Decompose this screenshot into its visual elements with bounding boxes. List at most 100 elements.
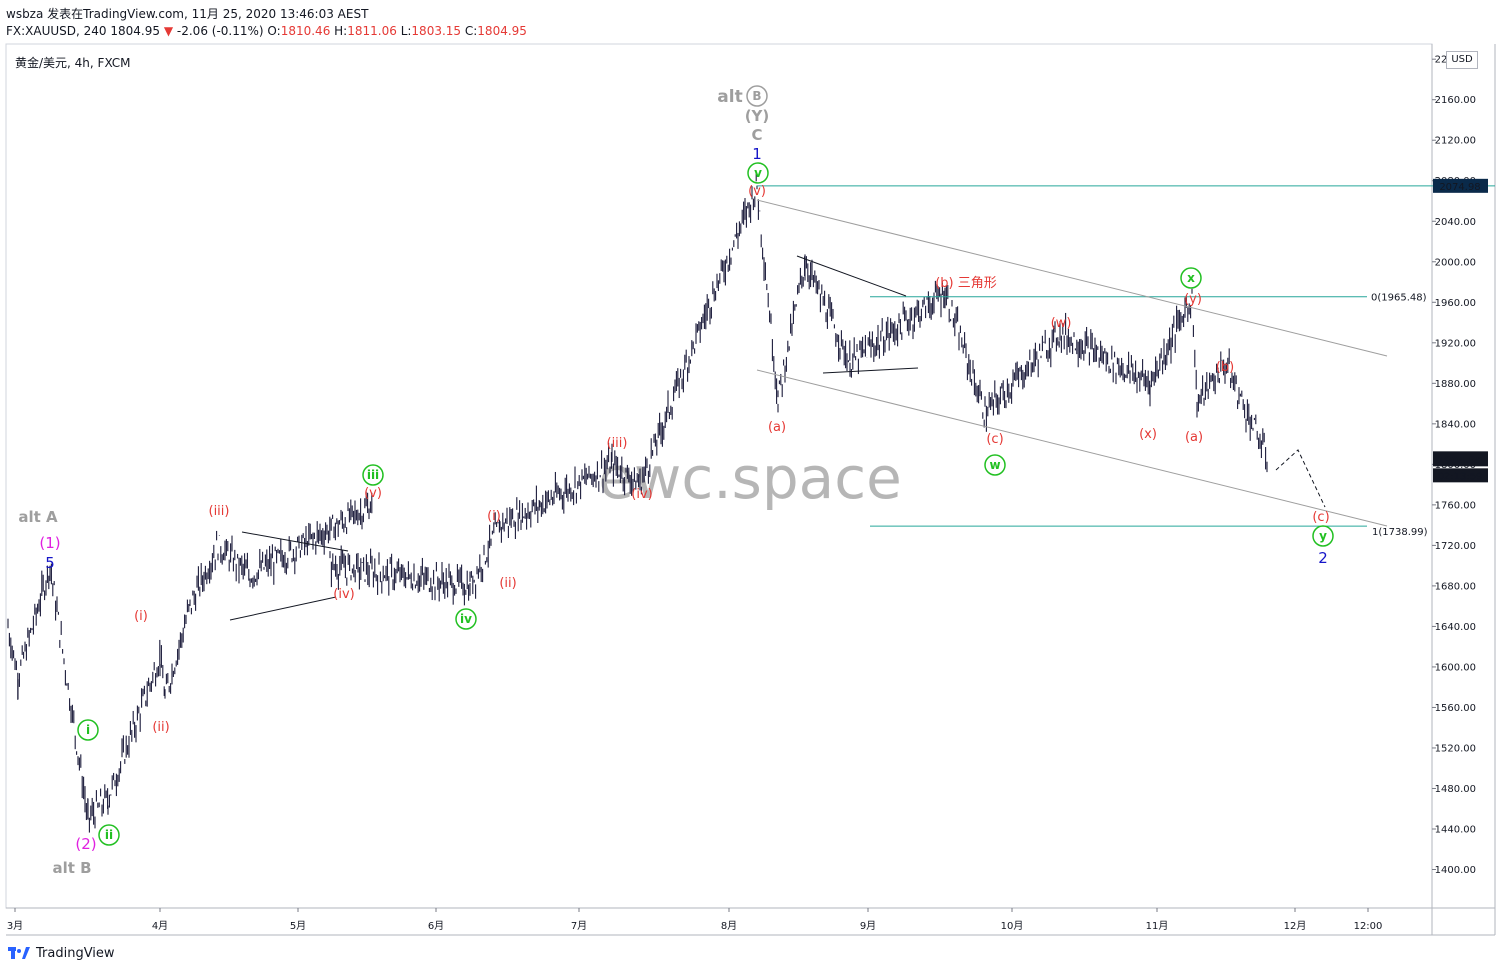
wave-label-circle	[746, 85, 768, 107]
down-arrow-icon: ▼	[163, 24, 174, 38]
wave-label-circle	[98, 824, 120, 846]
y-tick-label: 1920.00	[1435, 338, 1476, 349]
change-value: -2.06 (-0.11%)	[176, 24, 264, 38]
wave-label-circle	[77, 719, 99, 741]
y-tick-label: 1840.00	[1435, 419, 1476, 430]
header-line-2: FX:XAUUSD, 240 1804.95 ▼ -2.06 (-0.11%) …	[6, 24, 527, 38]
low-label: L:	[400, 24, 412, 38]
triangle-line	[241, 531, 349, 552]
wave-label: i	[86, 723, 90, 737]
y-tick-label: 1560.00	[1435, 703, 1476, 714]
wave-label-circle	[984, 454, 1006, 476]
channel-lower	[756, 369, 1388, 527]
close-value: 1804.95	[477, 24, 527, 38]
open-label: O:	[267, 24, 281, 38]
footer-brand[interactable]: TradingView	[8, 946, 115, 961]
fib-0-label: 0(1965.48)	[1371, 293, 1427, 304]
x-tick-label: 11月	[1146, 920, 1169, 932]
wave-label: (y)	[1184, 292, 1202, 307]
high-value: 1811.06	[347, 24, 397, 38]
wave-label-circle	[362, 464, 384, 486]
x-tick-label: 9月	[860, 920, 876, 932]
wave-label: (x)	[1139, 427, 1157, 442]
symbol-info: FX:XAUUSD, 240	[6, 24, 107, 38]
x-tick-label: 3月	[7, 920, 23, 932]
channel-upper	[756, 199, 1388, 357]
wave-label: (b) 三角形	[935, 276, 997, 291]
wave-label: ii	[105, 828, 113, 842]
y-tick-label: 1600.00	[1435, 662, 1476, 673]
projection-path	[1275, 449, 1326, 508]
y-tick-label: 1960.00	[1435, 298, 1476, 309]
y-tick-label: 2120.00	[1435, 136, 1476, 147]
wave-label: (w)	[1051, 316, 1072, 331]
triangle-line	[796, 255, 907, 297]
level-tag-2074-bg	[1433, 178, 1488, 193]
wave-label: (Y)	[745, 107, 770, 125]
publish-info: wsbza 发表在TradingView.com, 11月 25, 2020 1…	[6, 7, 369, 21]
y-tick-label: 1880.00	[1435, 379, 1476, 390]
wave-label: (ii)	[499, 576, 516, 591]
wave-label-circle	[747, 162, 769, 184]
y-tick-label: 2160.00	[1435, 95, 1476, 106]
x-tick-label: 7月	[571, 920, 587, 932]
wave-label: alt A	[18, 508, 58, 526]
y-tick-label: 1640.00	[1435, 622, 1476, 633]
wave-label: v	[754, 166, 762, 180]
wave-label: (iv)	[631, 487, 652, 502]
countdown-tag-bg	[1433, 468, 1488, 483]
wave-label: (a)	[768, 420, 786, 435]
fib-1-label: 1(1738.99)	[1372, 527, 1428, 538]
y-tick-label: 1480.00	[1435, 784, 1476, 795]
wave-label: (iv)	[333, 587, 354, 602]
open-value: 1810.46	[280, 24, 331, 38]
wave-label: 5	[45, 554, 55, 572]
close-label: C:	[464, 24, 478, 38]
currency-button[interactable]: USD	[1446, 51, 1478, 69]
level-tag-2074: 2074.98	[1439, 182, 1480, 193]
wave-label: (v)	[748, 184, 766, 199]
wave-label: (iii)	[209, 504, 230, 519]
wave-label: (1)	[39, 534, 60, 552]
wave-label-circle	[1312, 525, 1334, 547]
x-tick-label: 5月	[290, 920, 306, 932]
y-tick-label: 2000.00	[1435, 257, 1476, 268]
wave-label: 2	[1318, 549, 1328, 567]
wave-label: B	[752, 89, 761, 103]
wave-label: y	[1319, 529, 1327, 543]
wave-label: (ii)	[152, 720, 169, 735]
tradingview-logo-icon	[8, 946, 30, 959]
triangle-line	[822, 367, 919, 374]
triangle-line	[229, 596, 337, 621]
y-tick-label: 1680.00	[1435, 581, 1476, 592]
x-tick-label: 12月	[1284, 920, 1307, 932]
wave-label-circle	[1180, 267, 1202, 289]
x-tick-label: 6月	[428, 920, 444, 932]
wave-label: x	[1187, 271, 1195, 285]
last-price: 1804.95	[110, 24, 161, 38]
low-value: 1803.15	[411, 24, 462, 38]
y-tick-label: 1760.00	[1435, 500, 1476, 511]
wave-label: iv	[460, 612, 472, 626]
wave-label: (2)	[75, 835, 96, 853]
wave-label: (i)	[487, 509, 501, 524]
wave-label: C	[751, 126, 762, 144]
x-tick-label: 12:00	[1354, 921, 1383, 932]
x-tick-label: 4月	[152, 920, 168, 932]
header-line-1: wsbza 发表在TradingView.com, 11月 25, 2020 1…	[6, 5, 368, 22]
y-tick-label: 1520.00	[1435, 743, 1476, 754]
y-tick-label: 1440.00	[1435, 824, 1476, 835]
y-tick-label: 1720.00	[1435, 541, 1476, 552]
wave-label: w	[989, 458, 1000, 472]
high-label: H:	[334, 24, 348, 38]
y-tick-label: 2040.00	[1435, 217, 1476, 228]
wave-label: (c)	[1312, 510, 1329, 525]
wave-label: iii	[367, 468, 379, 482]
current-price-tag-bg	[1433, 451, 1488, 467]
wave-label: alt	[717, 87, 742, 107]
x-tick-label: 10月	[1001, 920, 1024, 932]
wave-label: alt B	[52, 859, 91, 877]
footer-brand-text: TradingView	[36, 946, 115, 961]
wave-label: (iii)	[607, 436, 628, 451]
